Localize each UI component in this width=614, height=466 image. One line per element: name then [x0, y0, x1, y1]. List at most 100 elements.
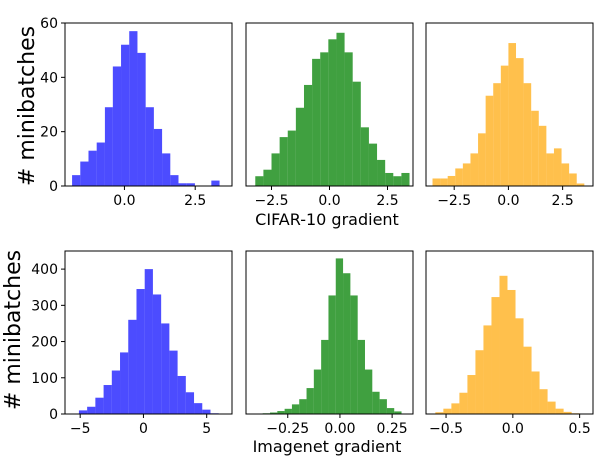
histogram-bar: [162, 153, 171, 186]
histogram-bar: [539, 389, 548, 414]
histogram-bar: [80, 161, 89, 186]
histogram-panel-6: −0.5 0.0 0.5: [425, 250, 594, 437]
y-tick-label: 200: [31, 335, 58, 351]
histogram-panel-2: −2.5 0.0 2.5: [245, 22, 414, 209]
y-tick-label: 400: [31, 262, 58, 278]
histogram-bar: [470, 153, 479, 186]
histogram-panels: 0.0 2.5 0 20 40 60 −2.5 0.0 2.5 −2.5 0.0 2.5 −5 0 5 0 10…: [31, 16, 594, 437]
histogram-bar: [169, 350, 178, 414]
axes-frame: [64, 22, 233, 187]
histogram-bar: [194, 403, 203, 414]
histogram-bar: [299, 399, 307, 414]
y-tick-label: 0: [49, 179, 58, 195]
histogram-bar: [360, 127, 369, 186]
histogram-bar: [153, 128, 163, 186]
histogram-bar: [546, 153, 554, 186]
histogram-bar: [491, 297, 500, 414]
histogram-bar: [478, 133, 486, 186]
histogram-bar: [357, 339, 365, 414]
histogram-bar: [202, 409, 211, 414]
histogram-bar: [435, 412, 444, 414]
histogram-bar: [523, 346, 532, 414]
histogram-bar: [88, 150, 97, 186]
row-1-x-label: CIFAR-10 gradient: [255, 210, 399, 229]
histogram-bar: [295, 107, 304, 186]
histogram-bar: [379, 399, 387, 414]
histogram-bar: [87, 406, 96, 414]
histogram-bar: [499, 275, 508, 414]
x-tick-label: 0.0: [497, 193, 519, 209]
y-tick-label: 60: [40, 16, 58, 32]
histogram-bar: [344, 52, 353, 187]
y-tick-label: 40: [40, 70, 58, 86]
histogram-bar: [447, 175, 456, 186]
histogram-bar: [432, 178, 441, 186]
histogram-bar: [271, 153, 280, 186]
histogram-bar: [128, 319, 137, 414]
histogram-bar: [475, 350, 484, 414]
y-tick-label: 100: [31, 371, 58, 387]
histogram-bar: [103, 385, 112, 414]
axes-frame: [425, 250, 594, 415]
histogram-bar: [576, 183, 585, 186]
histogram-bar: [320, 52, 329, 187]
histogram-bar: [284, 408, 292, 414]
histogram-bar: [170, 175, 179, 186]
histogram-bar: [303, 84, 313, 186]
histogram-bar: [78, 410, 88, 414]
histogram-bar: [186, 183, 195, 186]
histogram-bar: [277, 411, 285, 414]
histogram-bar: [263, 169, 272, 186]
histogram-bar: [177, 375, 186, 414]
histogram-bar: [291, 404, 300, 414]
histogram-bar: [72, 175, 81, 186]
histogram-bar: [336, 32, 345, 186]
histogram-bar: [287, 130, 296, 186]
y-tick-label: 300: [31, 298, 58, 314]
histogram-bar: [451, 403, 460, 414]
x-tick-label: −2.5: [437, 193, 471, 209]
histogram-bar: [270, 412, 278, 414]
histogram-bar: [312, 58, 321, 186]
histogram-bar: [385, 172, 394, 186]
x-tick-label: −5: [70, 421, 91, 437]
histogram-bar: [462, 163, 471, 186]
histogram-bar: [350, 295, 358, 414]
x-tick-label: 5: [202, 421, 211, 437]
row-2-x-label: Imagenet gradient: [253, 437, 402, 456]
histogram-bar: [211, 180, 220, 186]
histogram-bar: [328, 295, 336, 414]
x-tick-label: 2.5: [376, 193, 398, 209]
x-tick-label: 0: [139, 421, 148, 437]
histogram-bar: [467, 375, 476, 414]
x-tick-label: 0.25: [377, 421, 408, 437]
histogram-bar: [279, 137, 288, 186]
histogram-bar: [178, 183, 187, 186]
axes-frame: [64, 250, 233, 415]
histogram-bar: [104, 107, 113, 186]
x-tick-label: 2.5: [184, 193, 206, 209]
x-tick-label: −0.25: [266, 421, 309, 437]
histogram-bar: [393, 176, 402, 186]
histogram-bar: [377, 159, 386, 186]
histogram-bar: [313, 369, 322, 414]
histogram-panel-5: −0.25 0.00 0.25: [245, 250, 414, 437]
histogram-bar: [507, 289, 516, 414]
histogram-bar: [95, 397, 104, 414]
row-2-y-label: # minibatches: [1, 250, 26, 410]
histogram-bar: [553, 148, 562, 186]
x-tick-label: 0.0: [502, 421, 524, 437]
histogram-bar: [343, 273, 351, 414]
histogram-panel-3: −2.5 0.0 2.5: [425, 22, 594, 209]
histogram-bar: [328, 39, 337, 186]
histogram-bar: [129, 31, 138, 187]
histogram-bar: [120, 352, 129, 414]
histogram-bar: [483, 325, 492, 414]
histogram-bar: [443, 408, 452, 414]
x-tick-label: 0.0: [318, 193, 340, 209]
histogram-bar: [500, 65, 509, 186]
histogram-panel-1: 0.0 2.5 0 20 40 60: [40, 16, 233, 209]
x-tick-label: 0.5: [569, 421, 591, 437]
histogram-bar: [455, 168, 463, 186]
histogram-bar: [112, 66, 122, 186]
